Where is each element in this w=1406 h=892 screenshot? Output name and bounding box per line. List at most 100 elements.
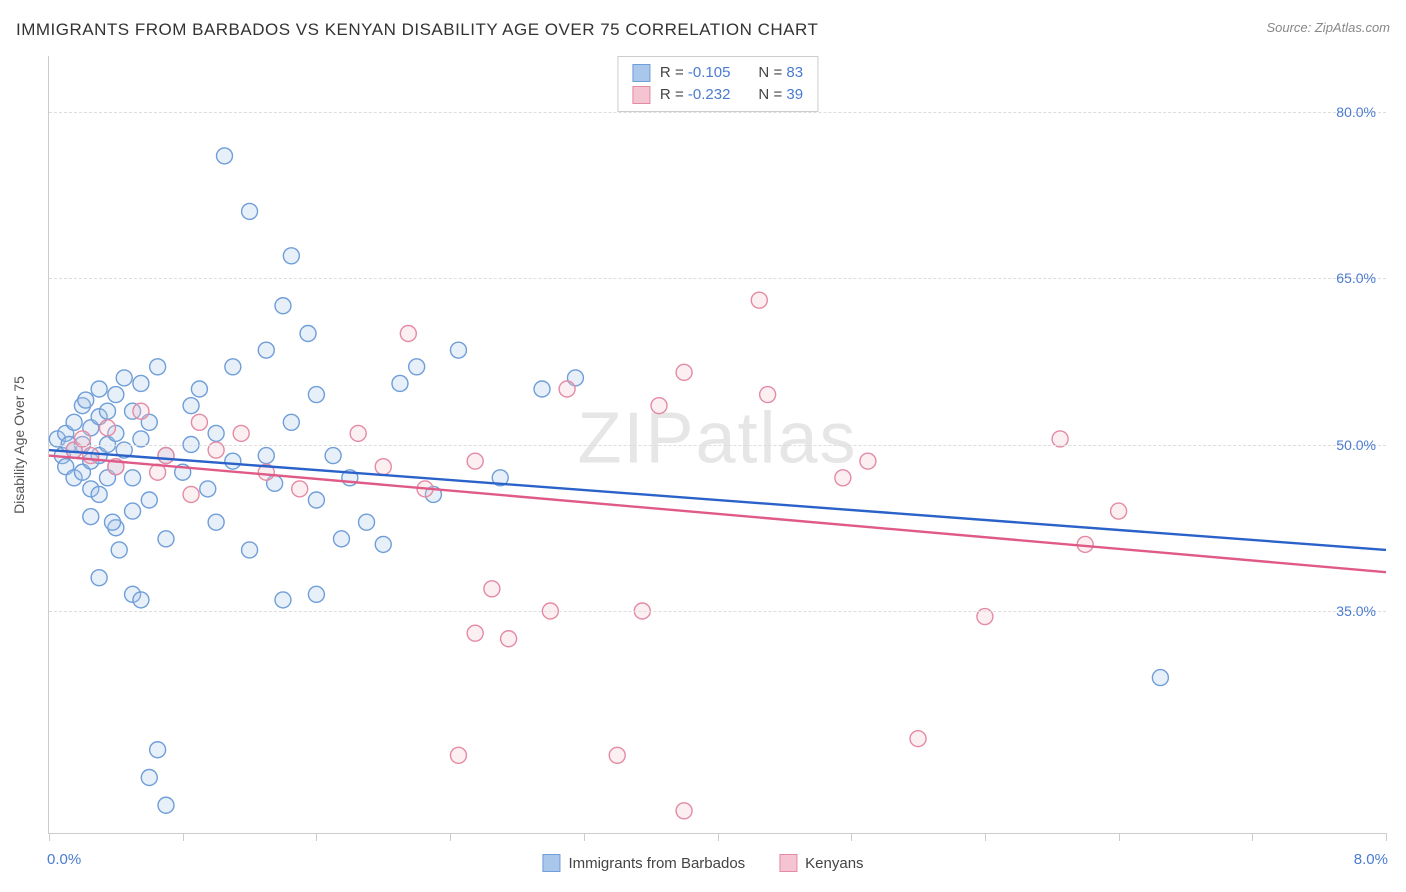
data-point (133, 592, 149, 608)
data-point (350, 425, 366, 441)
data-point (150, 359, 166, 375)
swatch-series2 (632, 86, 650, 104)
data-point (409, 359, 425, 375)
data-point (292, 481, 308, 497)
data-point (308, 387, 324, 403)
data-point (676, 364, 692, 380)
data-point (125, 503, 141, 519)
gridline (49, 611, 1386, 612)
data-point (751, 292, 767, 308)
data-point (467, 453, 483, 469)
data-point (208, 425, 224, 441)
data-point (225, 359, 241, 375)
data-point (83, 448, 99, 464)
data-point (375, 459, 391, 475)
x-axis-min-label: 0.0% (47, 851, 81, 868)
data-point (275, 298, 291, 314)
data-point (1152, 670, 1168, 686)
data-point (91, 570, 107, 586)
swatch-series1 (632, 64, 650, 82)
data-point (359, 514, 375, 530)
data-point (308, 586, 324, 602)
data-point (200, 481, 216, 497)
data-point (1111, 503, 1127, 519)
gridline (49, 112, 1386, 113)
y-axis-label: Disability Age Over 75 (11, 376, 27, 514)
data-point (258, 448, 274, 464)
data-point (158, 448, 174, 464)
data-point (208, 514, 224, 530)
data-point (111, 542, 127, 558)
data-point (450, 747, 466, 763)
y-tick-label: 65.0% (1336, 270, 1376, 286)
data-point (375, 536, 391, 552)
data-point (183, 398, 199, 414)
data-point (183, 486, 199, 502)
data-point (216, 148, 232, 164)
x-tick (1386, 833, 1387, 841)
data-point (91, 486, 107, 502)
data-point (283, 248, 299, 264)
data-point (105, 514, 121, 530)
n-value-series2: 39 (786, 86, 803, 103)
x-tick (985, 833, 986, 841)
y-tick-label: 50.0% (1336, 437, 1376, 453)
legend-item-series2: Kenyans (779, 854, 863, 872)
data-point (242, 542, 258, 558)
x-tick (450, 833, 451, 841)
data-point (108, 387, 124, 403)
correlation-chart: ZIPatlas Disability Age Over 75 R = -0.1… (48, 56, 1386, 834)
data-point (467, 625, 483, 641)
legend-swatch-series1 (542, 854, 560, 872)
data-point (141, 492, 157, 508)
data-point (158, 531, 174, 547)
y-tick-label: 80.0% (1336, 104, 1376, 120)
data-point (760, 387, 776, 403)
data-point (484, 581, 500, 597)
data-point (910, 731, 926, 747)
data-point (559, 381, 575, 397)
source-attribution: Source: ZipAtlas.com (1266, 20, 1390, 35)
gridline (49, 445, 1386, 446)
stats-row-series1: R = -0.105 N = 83 (632, 62, 803, 84)
data-point (676, 803, 692, 819)
data-point (225, 453, 241, 469)
legend-label-series2: Kenyans (805, 855, 863, 872)
x-tick (49, 833, 50, 841)
data-point (609, 747, 625, 763)
data-point (333, 531, 349, 547)
data-point (116, 370, 132, 386)
legend-swatch-series2 (779, 854, 797, 872)
data-point (141, 770, 157, 786)
data-point (242, 203, 258, 219)
trend-line (49, 450, 1386, 550)
data-point (133, 375, 149, 391)
x-axis-max-label: 8.0% (1354, 851, 1388, 868)
data-point (99, 420, 115, 436)
data-point (78, 392, 94, 408)
data-point (158, 797, 174, 813)
data-point (392, 375, 408, 391)
data-point (275, 592, 291, 608)
data-point (308, 492, 324, 508)
data-point (133, 403, 149, 419)
data-point (534, 381, 550, 397)
stats-legend-box: R = -0.105 N = 83 R = -0.232 N = 39 (617, 56, 818, 112)
data-point (83, 509, 99, 525)
page-title: IMMIGRANTS FROM BARBADOS VS KENYAN DISAB… (16, 20, 818, 39)
data-point (450, 342, 466, 358)
data-point (835, 470, 851, 486)
gridline (49, 278, 1386, 279)
x-tick (851, 833, 852, 841)
stats-row-series2: R = -0.232 N = 39 (632, 84, 803, 106)
y-tick-label: 35.0% (1336, 603, 1376, 619)
x-tick (183, 833, 184, 841)
data-point (125, 470, 141, 486)
data-point (501, 631, 517, 647)
legend-item-series1: Immigrants from Barbados (542, 854, 745, 872)
data-point (651, 398, 667, 414)
data-point (283, 414, 299, 430)
data-point (258, 342, 274, 358)
data-point (191, 414, 207, 430)
data-point (150, 742, 166, 758)
